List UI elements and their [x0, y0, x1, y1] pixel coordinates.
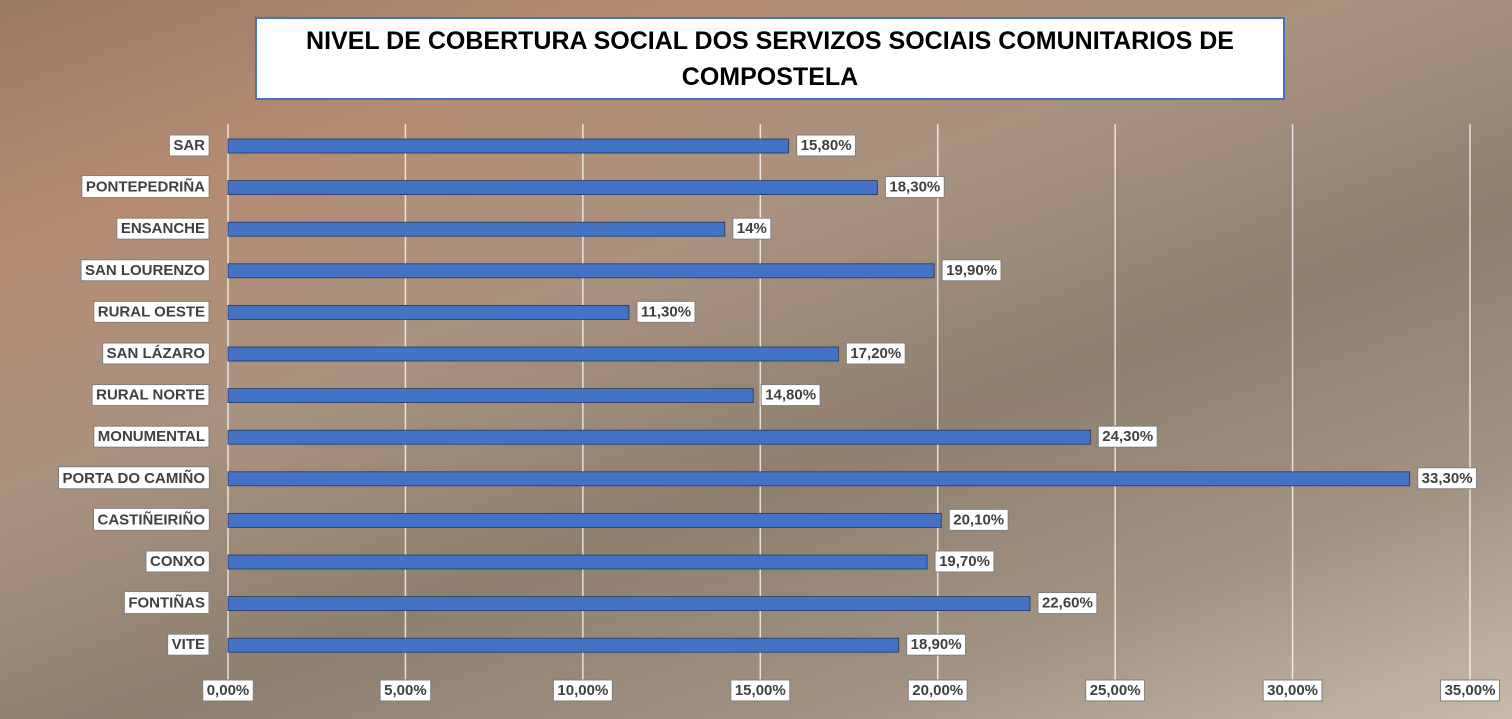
bar: [227, 263, 935, 279]
bar: [227, 513, 942, 528]
data-label: 24,30%: [1102, 428, 1153, 445]
category-label: RURAL NORTE: [96, 387, 205, 404]
x-tick-label: 5,00%: [384, 682, 427, 699]
label-box: [167, 633, 210, 656]
category-label: CASTIÑEIRIÑO: [97, 510, 205, 528]
label-box: [796, 134, 857, 157]
label-box: [168, 134, 210, 157]
label-box: [941, 259, 1002, 282]
label-box: [202, 679, 254, 702]
label-box: [934, 550, 995, 573]
label-box: [948, 508, 1009, 531]
bar: [227, 138, 790, 154]
label-box: [845, 342, 906, 365]
category-label: RURAL OESTE: [98, 303, 205, 320]
category-label: MONUMENTAL: [98, 428, 205, 445]
label-box: [1097, 425, 1158, 448]
category-label: CONXO: [150, 553, 205, 570]
data-label: 19,90%: [946, 262, 997, 279]
category-label: FONTIÑAS: [128, 594, 205, 612]
x-tick-label: 0,00%: [207, 682, 250, 699]
category-label: SAN LOURENZO: [85, 262, 205, 279]
x-tick-label: 30,00%: [1267, 682, 1318, 699]
label-box: [91, 384, 210, 407]
chart-title: NIVEL DE COBERTURA SOCIAL DOS SERVIZOS S…: [255, 17, 1285, 100]
x-tick-label: 15,00%: [735, 682, 786, 699]
category-label: PONTEPEDRIÑA: [86, 178, 205, 196]
category-label: PORTA DO CAMIÑO: [63, 469, 206, 487]
bar: [227, 304, 630, 320]
bar: [227, 471, 1411, 487]
data-label: 14%: [737, 220, 767, 237]
x-tick-label: 10,00%: [557, 682, 608, 699]
data-label: 17,20%: [850, 345, 901, 362]
label-box: [906, 633, 967, 656]
label-box: [552, 679, 613, 702]
label-box: [730, 679, 791, 702]
data-label: 15,80%: [801, 137, 852, 154]
label-box: [80, 259, 210, 282]
label-box: [636, 300, 696, 323]
label-box: [907, 679, 968, 702]
category-label: VITE: [172, 636, 205, 653]
bar: [227, 637, 900, 653]
bar: [227, 554, 928, 570]
label-box: [1085, 679, 1146, 702]
label-box: [732, 217, 772, 240]
label-box: [102, 342, 210, 365]
label-box: [145, 550, 210, 573]
data-label: 11,30%: [641, 303, 691, 320]
label-box: [116, 217, 210, 240]
label-box: [379, 679, 432, 702]
x-tick-label: 25,00%: [1090, 682, 1141, 699]
label-box: [760, 384, 821, 407]
bar: [227, 429, 1091, 445]
label-box: [93, 300, 210, 323]
label-box: [58, 466, 210, 490]
label-box: [1037, 592, 1098, 615]
x-tick-label: 35,00%: [1445, 682, 1496, 699]
bar: [227, 180, 878, 196]
data-label: 18,30%: [889, 179, 940, 196]
bar: [227, 388, 754, 404]
category-label: SAN LÁZARO: [107, 345, 206, 362]
data-label: 14,80%: [765, 387, 816, 404]
data-label: 33,30%: [1422, 470, 1473, 487]
label-box: [1262, 679, 1323, 702]
category-label: ENSANCHE: [121, 220, 205, 237]
label-box: [123, 591, 210, 615]
x-tick-label: 20,00%: [912, 682, 963, 699]
data-label: 18,90%: [911, 636, 962, 653]
data-label: 20,10%: [953, 511, 1004, 528]
label-box: [1417, 467, 1478, 490]
bar: [227, 221, 726, 237]
category-label: SAR: [173, 137, 205, 154]
label-box: [1440, 679, 1500, 702]
data-label: 22,60%: [1042, 595, 1093, 612]
data-label: 19,70%: [939, 553, 990, 570]
bar: [227, 346, 839, 362]
label-box: [81, 175, 210, 199]
bar: [227, 596, 1031, 611]
label-box: [93, 425, 210, 448]
label-box: [884, 176, 945, 199]
label-box: [92, 507, 210, 531]
